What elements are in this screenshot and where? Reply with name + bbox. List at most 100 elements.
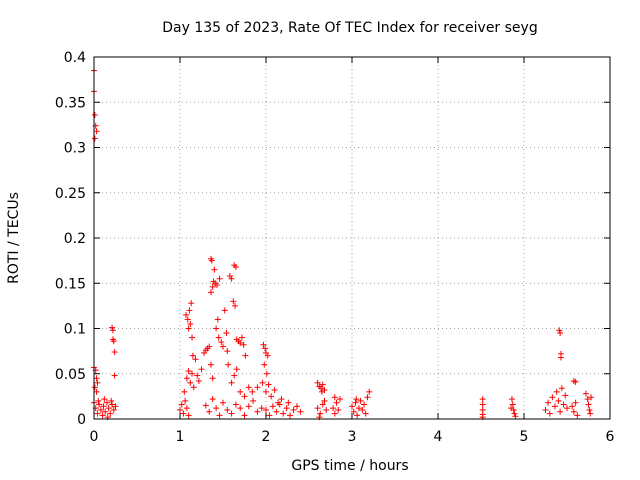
data-point: [278, 396, 285, 403]
data-point: [111, 372, 118, 379]
data-point: [221, 307, 228, 314]
data-point: [546, 410, 553, 417]
data-point: [317, 410, 324, 417]
x-axis-label: GPS time / hours: [291, 458, 408, 474]
data-point: [555, 397, 562, 404]
data-point: [103, 399, 110, 406]
data-point: [187, 320, 194, 327]
data-point: [195, 377, 202, 384]
y-tick-label: 0.4: [64, 50, 86, 66]
data-point: [214, 316, 221, 323]
data-point: [94, 410, 101, 417]
data-point: [245, 403, 252, 410]
y-tick-label: 0.3: [64, 141, 86, 157]
data-point: [220, 399, 226, 406]
data-point: [283, 405, 290, 412]
data-point: [258, 405, 265, 412]
y-tick-label: 0: [77, 412, 86, 428]
x-tick-label: 5: [520, 429, 529, 445]
data-point: [181, 388, 188, 395]
data-point: [330, 405, 337, 412]
data-point: [184, 316, 191, 323]
data-point: [297, 408, 304, 415]
data-point: [254, 384, 261, 391]
data-point: [213, 325, 220, 332]
y-tick-label: 0.25: [55, 186, 86, 202]
y-tick-label: 0.05: [55, 367, 86, 383]
data-point: [549, 394, 556, 401]
data-point: [314, 379, 321, 386]
data-point: [238, 334, 245, 341]
data-point: [321, 397, 328, 404]
data-point: [509, 401, 516, 408]
data-point: [232, 302, 239, 309]
data-point: [211, 266, 218, 273]
data-point: [314, 405, 321, 412]
data-points: [91, 67, 595, 421]
data-point: [553, 388, 560, 395]
data-point: [357, 397, 364, 404]
data-point: [587, 410, 594, 417]
data-point: [215, 334, 222, 341]
data-point: [237, 388, 244, 395]
y-tick-label: 0.15: [55, 276, 86, 292]
data-point: [331, 410, 338, 417]
data-point: [97, 406, 104, 413]
data-point: [185, 368, 192, 375]
data-point: [545, 399, 552, 406]
y-axis-label: ROTI / TECUs: [6, 192, 22, 284]
data-point: [271, 387, 278, 394]
data-point: [190, 384, 197, 391]
data-point: [353, 396, 360, 403]
data-point: [290, 406, 297, 413]
y-tick-label: 0.1: [64, 322, 86, 338]
data-point: [206, 408, 213, 415]
data-point: [180, 410, 187, 417]
data-point: [194, 372, 201, 379]
data-point: [366, 388, 373, 395]
data-point: [228, 275, 235, 282]
data-point: [262, 345, 269, 352]
data-point: [198, 366, 205, 373]
data-point: [584, 396, 591, 403]
data-point: [249, 388, 256, 395]
x-tick-label: 6: [606, 429, 615, 445]
data-point: [231, 372, 238, 379]
data-point: [93, 128, 100, 135]
data-point: [266, 412, 273, 419]
data-point: [225, 361, 232, 368]
data-point: [331, 394, 338, 401]
x-tick-label: 2: [262, 429, 271, 445]
data-point: [209, 283, 216, 290]
data-point: [208, 257, 215, 264]
data-point: [111, 349, 118, 356]
data-point: [268, 393, 275, 400]
data-point: [110, 406, 117, 413]
data-point: [287, 412, 294, 419]
data-point: [569, 403, 576, 410]
data-point: [109, 324, 116, 331]
data-point: [224, 406, 231, 413]
data-point: [562, 392, 569, 399]
data-point: [96, 401, 103, 408]
data-point: [213, 282, 220, 289]
data-point: [349, 403, 355, 410]
data-point: [551, 403, 558, 410]
data-point: [223, 330, 230, 337]
data-point: [207, 361, 214, 368]
data-point: [99, 412, 106, 419]
y-tick-label: 0.35: [55, 95, 86, 111]
data-point: [254, 408, 261, 415]
data-point: [245, 384, 252, 391]
data-point: [192, 356, 199, 363]
data-point: [241, 412, 248, 419]
data-point: [109, 401, 116, 408]
data-point: [355, 405, 362, 412]
data-point: [364, 394, 371, 401]
plot-frame: [93, 56, 611, 420]
data-point: [91, 384, 98, 391]
data-point: [182, 397, 189, 404]
data-point: [557, 354, 564, 361]
data-point: [183, 405, 190, 412]
x-tick-label: 3: [348, 429, 357, 445]
